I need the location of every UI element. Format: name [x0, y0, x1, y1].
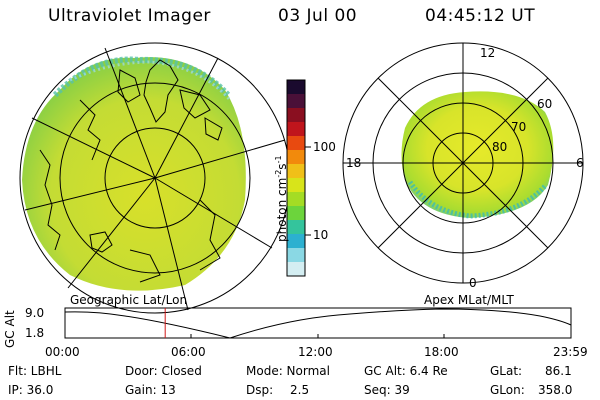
colorbar-cell: [287, 262, 305, 277]
colorbar-cell: [287, 164, 305, 179]
altitude-xtick-0600: 06:00: [171, 345, 206, 359]
colorbar-cell: [287, 122, 305, 137]
filter-info: Flt: LBHL: [8, 364, 62, 378]
mlt-label-6: 6: [576, 156, 584, 170]
mlat-label-70: 70: [511, 120, 527, 134]
date-label: 03 Jul 00: [278, 6, 358, 26]
ip-info: IP: 36.0: [8, 383, 54, 397]
colorbar-unit: photon cm-2s-1: [274, 155, 289, 242]
colorbar-cell: [287, 108, 305, 123]
altitude-curve: [64, 308, 572, 339]
colorbar-cell: [287, 206, 305, 221]
lat-circle-outer: [59, 82, 251, 274]
colorbar-cell: [287, 192, 305, 207]
magnetic-map-label: Apex MLat/MLT: [424, 293, 514, 307]
emission-edge-top: [69, 60, 232, 101]
colorbar-cell: [287, 220, 305, 235]
altitude-plot: [64, 307, 572, 339]
colorbar-label-100: 100: [313, 140, 336, 154]
altitude-xtick-0000: 00:00: [45, 345, 80, 359]
colorbar-label-10: 10: [313, 228, 329, 242]
app-title: Ultraviolet Imager: [48, 6, 211, 26]
gain-info: Gain: 13: [125, 383, 176, 397]
coastline-scandinavia: [199, 199, 221, 271]
dsp-value: 2.5: [290, 383, 310, 397]
altitude-ylabel: GC Alt: [3, 310, 17, 348]
magnetic-map: [342, 42, 584, 284]
glat-label: GLat:: [490, 364, 523, 378]
altitude-x-ticks: [64, 334, 572, 338]
mlt-lines: [343, 43, 583, 283]
aurora-emission-magnetic: [401, 91, 554, 218]
colorbar-cell: [287, 80, 305, 95]
aurora-emission-geographic: [22, 57, 246, 291]
coastline-siberia: [39, 149, 61, 251]
mlt-label-0: 0: [469, 276, 477, 290]
altitude-xtick-1800: 18:00: [424, 345, 459, 359]
seq-info: Seq: 39: [364, 383, 410, 397]
dsp-label: Dsp:: [246, 383, 274, 397]
mlat-label-80: 80: [492, 140, 508, 154]
geographic-map: [19, 42, 291, 314]
altitude-xtick-1200: 12:00: [298, 345, 333, 359]
mlt-label-18: 18: [346, 156, 362, 170]
colorbar-cell: [287, 248, 305, 263]
coastline-alaska: [79, 99, 101, 161]
lat-circle-inner: [104, 127, 206, 229]
emission-edge-geographic: [52, 56, 231, 98]
lon-lines: [24, 47, 286, 311]
door-info: Door: Closed: [125, 364, 202, 378]
glat-value: 86.1: [545, 364, 572, 378]
gcalt-info: GC Alt: 6.4 Re: [364, 364, 448, 378]
colorbar-cell: [287, 136, 305, 151]
mlt-label-12: 12: [480, 46, 496, 60]
altitude-ytick-9: 9.0: [25, 306, 45, 320]
colorbar-cell: [287, 94, 305, 109]
altitude-ytick-1.8: 1.8: [25, 326, 45, 340]
coastline-greenland: [143, 59, 179, 123]
coastline-arctic-islands: [117, 69, 223, 141]
coastline-europe: [89, 231, 161, 283]
colorbar-cell: [287, 178, 305, 193]
time-label: 04:45:12 UT: [425, 6, 536, 26]
glon-value: 358.0: [538, 383, 573, 397]
emission-edge-magnetic: [407, 180, 547, 219]
geographic-map-label: Geographic Lat/Lon: [70, 293, 188, 307]
colorbar-cell: [287, 234, 305, 249]
mode-info: Mode: Normal: [246, 364, 330, 378]
mlat-label-60: 60: [537, 97, 553, 111]
colorbar: [286, 79, 311, 277]
glon-label: GLon:: [490, 383, 525, 397]
colorbar-cell: [287, 150, 305, 165]
altitude-xtick-2359: 23:59: [553, 345, 588, 359]
